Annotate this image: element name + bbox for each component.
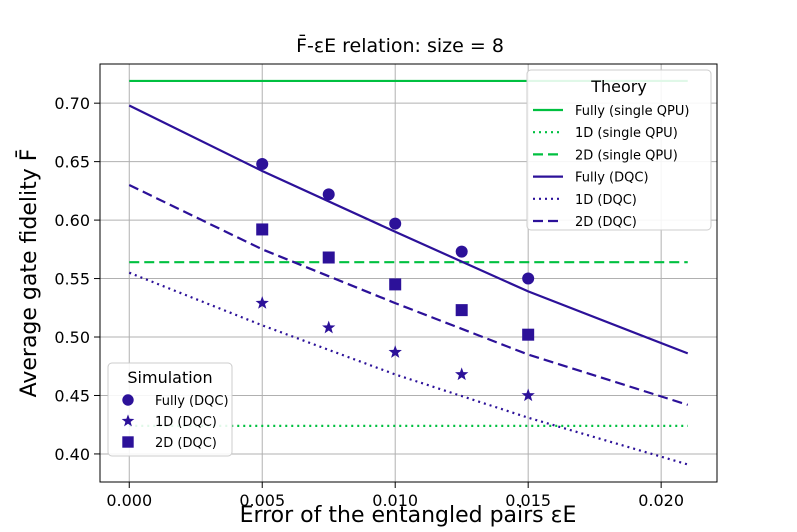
simulation-legend-label: 1D (DQC) <box>155 415 217 430</box>
fully-dqc-sim-point <box>389 217 402 230</box>
axis-ticks: 0.000 0.005 0.010 0.015 0.020 0.40 0.45 0.50 0.5… <box>54 94 684 510</box>
2d-dqc-sim-point <box>322 251 335 264</box>
1d-dqc-sim-point <box>255 296 269 309</box>
fully-dqc-sim-point <box>322 188 335 201</box>
2d-dqc-sim-point <box>455 304 468 317</box>
x-tick-label: 0.020 <box>638 491 684 510</box>
theory-legend-label: 2D (DQC) <box>575 215 637 230</box>
x-tick-label: 0.015 <box>505 491 551 510</box>
simulation-legend-marker <box>121 414 135 427</box>
1d-dqc-sim-point <box>322 320 336 334</box>
y-tick-label: 0.55 <box>54 270 90 289</box>
chart-title: F̄-εE relation: size = 8 <box>296 33 504 57</box>
fully-dqc-sim-point <box>256 157 269 170</box>
theory-legend-title: Theory <box>590 77 647 96</box>
2d-dqc-sim-point <box>522 328 535 341</box>
theory-legend-label: 2D (single QPU) <box>575 148 678 163</box>
simulation-legend-title: Simulation <box>127 368 212 387</box>
x-axis-label: Error of the entangled pairs εE <box>240 503 577 528</box>
y-axis-label: Average gate fidelity F̄ <box>16 149 42 398</box>
simulation-legend-marker <box>122 394 134 406</box>
simulation-legend-marker <box>122 436 134 448</box>
fully-dqc-sim-point <box>455 245 468 258</box>
y-tick-label: 0.60 <box>54 211 90 230</box>
theory-legend-label: 1D (DQC) <box>575 193 637 208</box>
theory-legend-label: 1D (single QPU) <box>575 126 678 141</box>
x-tick-label: 0.010 <box>372 491 418 510</box>
theory-line-1d-dqc <box>128 271 689 466</box>
axes-frame <box>99 63 718 483</box>
1d-dqc-sim-point <box>521 388 535 402</box>
y-tick-label: 0.50 <box>54 328 90 347</box>
simulation-legend-label: Fully (DQC) <box>155 394 229 409</box>
simulation-legend-box <box>107 362 233 457</box>
simulation-legend: Simulation Fully (DQC) 1D (DQC) 2D (DQC) <box>107 362 233 457</box>
y-tick-label: 0.45 <box>54 386 90 405</box>
theory-legend-box <box>526 69 712 231</box>
1d-dqc-sim-point <box>388 345 402 358</box>
2d-dqc-sim-point <box>256 223 269 236</box>
theory-legend: Theory Fully (single QPU) 1D (single QPU)… <box>526 69 712 231</box>
x-tick-label: 0.005 <box>239 491 285 510</box>
y-tick-label: 0.70 <box>54 94 90 113</box>
x-tick-label: 0.000 <box>106 491 152 510</box>
1d-dqc-sim-point <box>455 367 469 381</box>
theory-line-2d-dqc <box>128 184 689 406</box>
y-tick-label: 0.65 <box>54 153 90 172</box>
y-tick-label: 0.40 <box>54 445 90 464</box>
theory-legend-label: Fully (single QPU) <box>575 104 689 119</box>
fully-dqc-sim-point <box>522 272 535 285</box>
theory-legend-label: Fully (DQC) <box>575 171 649 186</box>
simulation-legend-label: 2D (DQC) <box>155 436 217 451</box>
theory-line-fully-dqc <box>128 104 689 355</box>
2d-dqc-sim-point <box>389 278 402 291</box>
